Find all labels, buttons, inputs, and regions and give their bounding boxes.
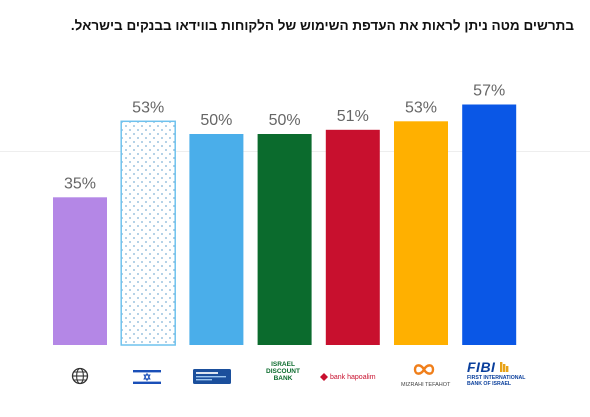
discount-logo-line2: DISCOUNT [266,368,300,375]
fibi-mark-icon [500,362,509,372]
bar-israel-flag [120,120,176,346]
mizrahi-tefahot-logo: MIZRAHI TEFAHOT [401,363,451,389]
value-label-israel-flag: 53% [132,99,164,116]
bar-israel-discount-bank [257,134,312,345]
bank-card-logo [193,369,231,384]
value-label-globe-icon: 35% [64,175,96,192]
discount-logo-line1: ISRAEL [271,361,295,368]
discount-logo-line3: BANK [273,375,293,382]
chart-caption: בתרשים מטה ניתן לראות את העדפת השימוש של… [70,18,574,33]
israel-flag-icon [133,368,161,386]
bar-mizrahi-tefahot [394,121,448,345]
hapoalim-logo: bank hapoalim [320,371,380,383]
bar-bank-hapoalim [325,129,380,345]
value-label-bank-hapoalim: 51% [337,108,369,125]
value-label-fibi-first-international-bank-of-israel: 57% [473,83,505,100]
value-labels-group: 35% 53% 50% 50% 51% 53% 57% [64,83,505,193]
infinity-icon [413,364,435,375]
value-label-mizrahi-tefahot: 53% [405,99,437,116]
mizrahi-logo-text: MIZRAHI TEFAHOT [401,382,451,388]
fibi-logo-text: FIBI [467,359,496,375]
discount-bank-logo: ISRAEL DISCOUNT BANK [266,361,300,389]
fibi-logo-sub1: FIRST INTERNATIONAL [467,375,526,381]
bar-fibi-first-international-bank-of-israel [462,104,517,345]
fibi-logo-sub2: BANK OF ISRAEL [467,381,512,387]
bar-bank-card-logo [189,134,244,345]
hapoalim-logo-text: bank hapoalim [330,373,376,381]
globe-icon [71,367,89,385]
fibi-logo: FIBI FIRST INTERNATIONAL BANK OF ISRAEL [467,359,537,389]
value-label-israel-discount-bank: 50% [269,112,301,129]
value-label-bank-card-logo: 50% [200,112,232,129]
bars-group [53,104,517,346]
bar-globe-icon [53,197,107,345]
hapoalim-mark-icon [320,373,328,381]
